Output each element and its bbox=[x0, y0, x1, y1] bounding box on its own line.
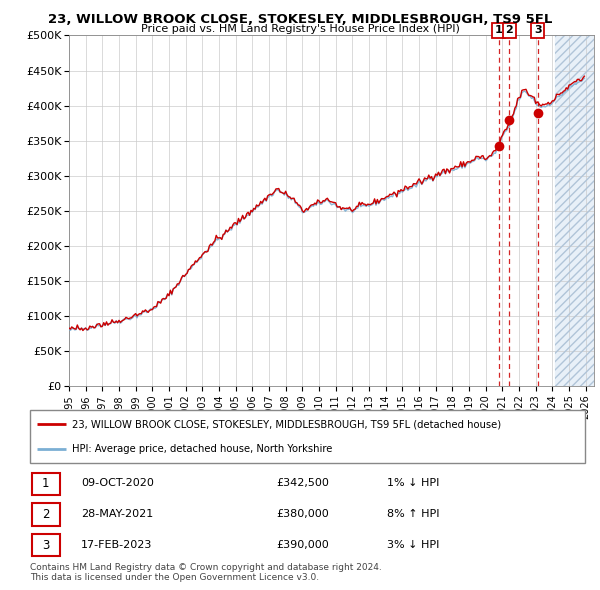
Text: 8% ↑ HPI: 8% ↑ HPI bbox=[387, 509, 439, 519]
Text: 1% ↓ HPI: 1% ↓ HPI bbox=[387, 478, 439, 488]
Text: Contains HM Land Registry data © Crown copyright and database right 2024.
This d: Contains HM Land Registry data © Crown c… bbox=[30, 563, 382, 582]
Bar bbox=[555, 35, 594, 386]
Text: £390,000: £390,000 bbox=[276, 540, 329, 549]
Text: 2: 2 bbox=[42, 508, 49, 521]
Text: £380,000: £380,000 bbox=[276, 509, 329, 519]
Text: £342,500: £342,500 bbox=[276, 478, 329, 488]
Text: 1: 1 bbox=[495, 25, 503, 35]
Text: 3: 3 bbox=[42, 539, 49, 552]
Text: 2: 2 bbox=[505, 25, 513, 35]
Text: 3% ↓ HPI: 3% ↓ HPI bbox=[387, 540, 439, 549]
Text: 23, WILLOW BROOK CLOSE, STOKESLEY, MIDDLESBROUGH, TS9 5FL: 23, WILLOW BROOK CLOSE, STOKESLEY, MIDDL… bbox=[48, 13, 552, 26]
Text: HPI: Average price, detached house, North Yorkshire: HPI: Average price, detached house, Nort… bbox=[71, 444, 332, 454]
Text: 28-MAY-2021: 28-MAY-2021 bbox=[81, 509, 153, 519]
Bar bbox=[555, 35, 594, 386]
Text: 1: 1 bbox=[42, 477, 49, 490]
Text: 09-OCT-2020: 09-OCT-2020 bbox=[81, 478, 154, 488]
Text: 23, WILLOW BROOK CLOSE, STOKESLEY, MIDDLESBROUGH, TS9 5FL (detached house): 23, WILLOW BROOK CLOSE, STOKESLEY, MIDDL… bbox=[71, 419, 501, 430]
Text: 3: 3 bbox=[534, 25, 541, 35]
Text: Price paid vs. HM Land Registry's House Price Index (HPI): Price paid vs. HM Land Registry's House … bbox=[140, 24, 460, 34]
Text: 17-FEB-2023: 17-FEB-2023 bbox=[81, 540, 152, 549]
